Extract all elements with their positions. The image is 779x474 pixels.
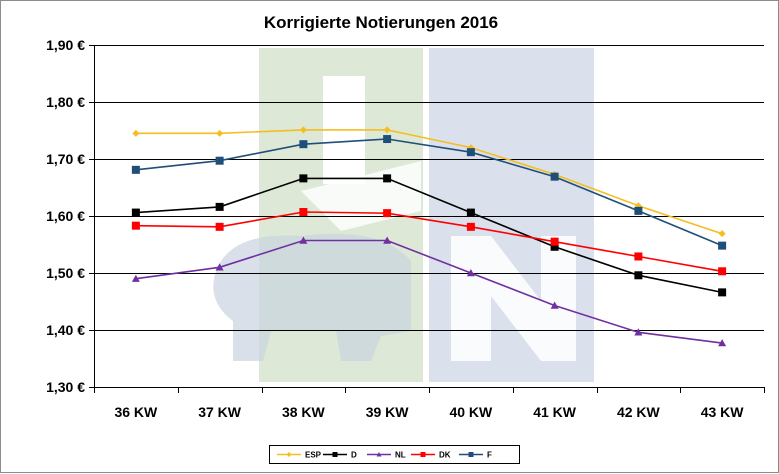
x-tick-label: 40 KW [449, 404, 493, 420]
data-point [131, 274, 140, 282]
watermark-logo [213, 48, 594, 382]
legend-box [269, 445, 520, 464]
series-f [131, 135, 727, 250]
data-point [131, 165, 140, 174]
data-point [718, 339, 727, 347]
data-point [550, 237, 559, 246]
data-point [383, 236, 392, 244]
series-dk [131, 208, 727, 276]
data-point [718, 230, 726, 238]
y-tick-label: 1,60 € [46, 208, 85, 224]
series-line [135, 211, 723, 273]
data-point [634, 206, 643, 215]
chart-title: Korrigierte Notierungen 2016 [264, 13, 498, 32]
data-point [466, 222, 475, 231]
legend-label: D [351, 451, 357, 460]
data-point [468, 452, 474, 457]
data-point [131, 221, 140, 230]
legend-item-f: F [459, 451, 492, 460]
data-point [420, 452, 426, 457]
data-point [550, 301, 559, 309]
data-point [215, 222, 224, 231]
data-point [550, 172, 559, 181]
data-point [299, 174, 308, 183]
data-point [466, 269, 475, 277]
watermark-letter-n [451, 236, 576, 361]
data-point [718, 288, 727, 297]
data-point [383, 209, 392, 218]
data-point [131, 208, 140, 217]
data-point [383, 174, 392, 183]
data-point [215, 156, 224, 165]
series-line [135, 129, 723, 235]
data-point [376, 452, 382, 457]
watermark-pig [213, 233, 411, 361]
legend-label: F [487, 451, 492, 460]
series-line [135, 138, 723, 247]
x-tick-label: 41 KW [533, 404, 577, 420]
x-tick-label: 39 KW [366, 404, 410, 420]
data-point [299, 208, 308, 217]
y-tick-label: 1,40 € [46, 322, 85, 338]
data-point [718, 241, 727, 250]
data-point [634, 328, 643, 336]
data-point [466, 148, 475, 157]
legend-label: ESP [305, 451, 322, 460]
legend-item-dk: DK [411, 451, 451, 460]
series-line [135, 177, 723, 294]
series-line [135, 239, 723, 344]
x-tick-label: 42 KW [617, 404, 661, 420]
data-point [215, 202, 224, 211]
legend-item-d: D [323, 451, 357, 460]
x-tick-label: 36 KW [114, 404, 158, 420]
y-tick-label: 1,70 € [46, 151, 85, 167]
axes [89, 45, 765, 393]
legend-item-esp: ESP [277, 451, 322, 460]
data-point [286, 452, 292, 457]
y-tick-label: 1,50 € [46, 265, 85, 281]
legend-label: NL [395, 451, 406, 460]
series-nl [131, 236, 727, 347]
data-point [132, 129, 140, 137]
data-point [466, 208, 475, 217]
series-d [131, 174, 727, 297]
legend-label: DK [439, 451, 451, 460]
x-tick-label: 38 KW [282, 404, 326, 420]
data-point [299, 236, 308, 244]
x-tick-label: 43 KW [701, 404, 745, 420]
data-point [550, 242, 559, 251]
y-tick-label: 1,90 € [46, 37, 85, 53]
x-axis-ticks: 36 KW 37 KW 38 KW 39 KW 40 KW 41 KW 42 KW 43 KW [114, 404, 744, 420]
x-tick-label: 37 KW [198, 404, 242, 420]
data-point [634, 252, 643, 261]
data-point [299, 140, 308, 149]
y-tick-label: 1,80 € [46, 94, 85, 110]
y-tick-label: 1,30 € [46, 379, 85, 395]
data-point [634, 271, 643, 280]
data-point [718, 267, 727, 276]
legend: ESP D NL DK F [269, 445, 520, 464]
data-point [383, 135, 392, 144]
data-point [332, 452, 338, 457]
data-point [216, 129, 224, 137]
legend-item-nl: NL [367, 451, 406, 460]
series-group [131, 126, 727, 347]
y-axis-ticks: 1,30 € 1,40 € 1,50 € 1,60 € 1,70 € 1,80 € 1,90… [46, 37, 85, 395]
data-point [215, 263, 224, 271]
